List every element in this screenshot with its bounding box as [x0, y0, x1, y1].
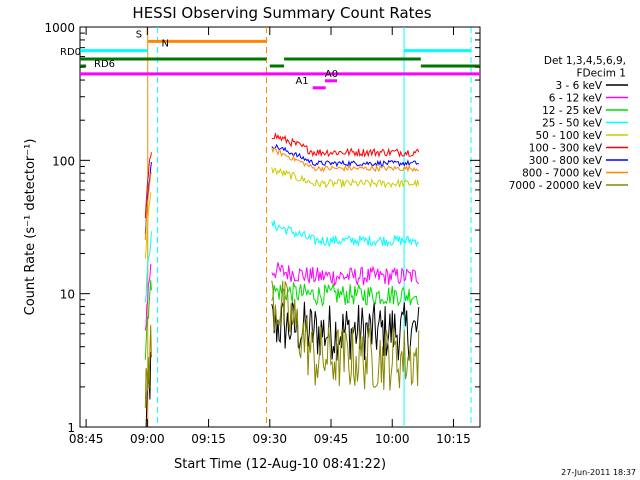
chart-title: HESSI Observing Summary Count Rates: [132, 4, 431, 22]
x-tick-label-6: 10:15: [436, 432, 471, 446]
legend-label-5: 100 - 300 keV: [529, 143, 603, 155]
legend-label-6: 300 - 800 keV: [529, 155, 603, 167]
series-line-8: [144, 280, 420, 409]
y-tick-label-3: 1000: [44, 21, 75, 35]
y-tick-label-0: 1: [67, 421, 75, 435]
series-line-6: [144, 143, 419, 235]
legend-label-1: 6 - 12 keV: [549, 93, 603, 105]
flag-label-5: A0: [325, 69, 338, 80]
plot-frame: [79, 26, 481, 428]
flag-label-0: S: [136, 29, 142, 40]
x-tick-label-4: 09:45: [314, 432, 349, 446]
x-tick-label-0: 08:45: [69, 432, 104, 446]
series-line-5: [144, 131, 420, 219]
x-tick-label-5: 10:00: [375, 432, 410, 446]
flag-label-6: A1: [295, 76, 308, 87]
flag-label-3: RD6: [94, 59, 115, 70]
x-axis-label: Start Time (12-Aug-10 08:41:22): [174, 457, 386, 472]
legend-label-3: 25 - 50 keV: [542, 118, 603, 130]
series-line-7: [144, 147, 419, 241]
axes: 08:45 09:00 09:15 09:30 09:45 10:00 10:15 1 10 10…: [44, 21, 480, 446]
series-line-3: [144, 220, 419, 303]
footer-timestamp: 27-Jun-2011 18:37: [561, 468, 636, 477]
x-tick-label-3: 09:30: [252, 432, 287, 446]
series-line-1: [144, 262, 420, 331]
legend-header-1: FDecim 1: [576, 68, 626, 80]
y-tick-label-2: 100: [52, 154, 75, 168]
series-line-4: [144, 167, 420, 259]
legend-label-2: 12 - 25 keV: [542, 105, 603, 117]
flag-label-2: RD0: [60, 47, 81, 58]
legend-header-0: Det 1,3,4,5,6,9,: [544, 55, 626, 67]
chart-marks: S N RD0 RD6 A0 A1: [60, 27, 480, 428]
legend-label-7: 800 - 7000 keV: [522, 168, 603, 180]
series-line-0: [145, 301, 420, 428]
y-axis-label: Count Rate (s⁻¹ detector⁻¹): [23, 139, 38, 316]
series-line-2: [144, 280, 420, 360]
legend-label-4: 50 - 100 keV: [535, 130, 602, 142]
legend-label-0: 3 - 6 keV: [555, 80, 602, 92]
flag-label-1: N: [162, 39, 169, 50]
x-tick-label-1: 09:00: [130, 432, 165, 446]
y-tick-label-1: 10: [60, 288, 75, 302]
legend-label-8: 7000 - 20000 keV: [509, 180, 603, 192]
x-tick-label-2: 09:15: [191, 432, 226, 446]
